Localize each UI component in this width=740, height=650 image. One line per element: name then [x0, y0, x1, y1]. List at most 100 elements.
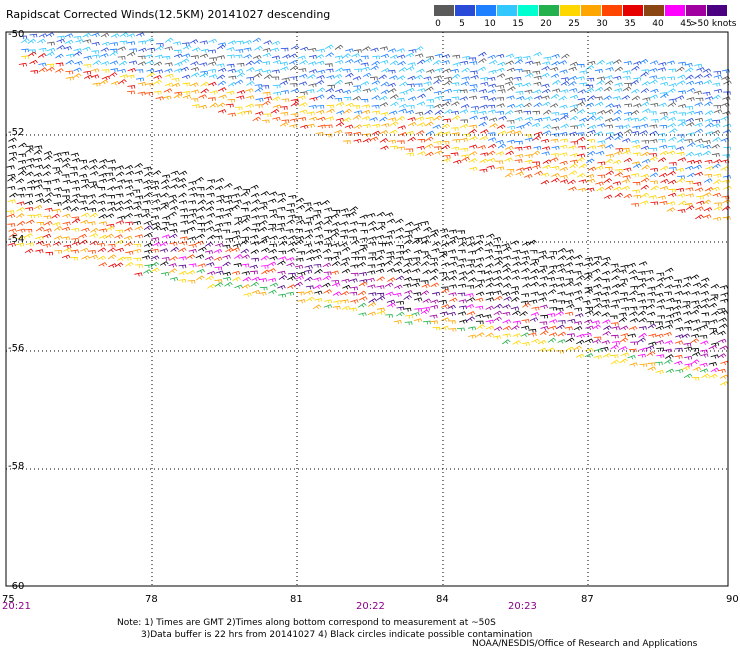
wind-barb	[100, 53, 109, 58]
wind-barb	[559, 131, 568, 137]
wind-barb	[313, 226, 323, 231]
wind-barb	[467, 250, 477, 255]
wind-barb	[397, 146, 406, 151]
wind-barb	[272, 116, 281, 122]
wind-barb	[704, 101, 713, 107]
wind-barb	[403, 276, 413, 282]
wind-barb	[7, 173, 16, 178]
wind-barb	[543, 56, 552, 61]
wind-barb	[566, 255, 575, 261]
wind-barb	[368, 292, 377, 297]
wind-barb	[271, 40, 281, 46]
wind-barb	[17, 159, 27, 165]
wind-barb	[695, 117, 704, 123]
wind-barb	[407, 136, 416, 142]
wind-barb	[396, 244, 404, 249]
wind-barb	[557, 331, 567, 337]
wind-barb	[505, 150, 515, 156]
wind-barb	[656, 305, 665, 310]
wind-barb	[546, 347, 555, 353]
legend-swatch	[686, 5, 707, 16]
wind-barb	[622, 150, 632, 155]
wind-barb	[631, 95, 641, 101]
wind-barb	[101, 75, 111, 81]
wind-barb	[551, 117, 560, 123]
wind-barb	[596, 123, 606, 128]
wind-barb	[152, 193, 161, 198]
wind-barb	[404, 239, 413, 245]
wind-barb	[80, 247, 89, 253]
wind-barb	[118, 79, 127, 85]
wind-barb	[645, 345, 655, 350]
wind-barb	[69, 172, 78, 176]
lon-label-75: 75	[2, 594, 15, 605]
wind-barb	[233, 263, 242, 267]
wind-barb	[246, 80, 255, 86]
legend-swatch	[707, 5, 728, 16]
wind-barb	[432, 241, 441, 246]
wind-barb	[441, 275, 450, 281]
wind-barb	[549, 283, 558, 288]
wind-barb	[521, 341, 530, 347]
wind-barb	[700, 340, 709, 345]
wind-barb	[524, 173, 533, 179]
wind-barb	[97, 247, 107, 253]
wind-barb	[64, 33, 74, 38]
wind-barb	[198, 104, 208, 110]
wind-barb	[695, 97, 704, 102]
wind-barb	[479, 104, 488, 109]
wind-barb	[542, 116, 551, 121]
wind-barb	[379, 137, 389, 143]
wind-barb	[278, 293, 287, 298]
wind-barb	[667, 122, 677, 128]
wind-barb	[42, 243, 51, 248]
wind-barb	[685, 80, 695, 86]
lon-label-87: 87	[581, 594, 594, 605]
wind-barb	[722, 129, 732, 134]
wind-barb	[19, 35, 27, 40]
wind-barb	[190, 55, 199, 60]
wind-barb	[530, 281, 539, 287]
wind-barb	[205, 275, 215, 281]
wind-barb	[133, 243, 142, 248]
wind-barb	[700, 353, 709, 358]
wind-barb	[413, 249, 423, 254]
wind-barb	[593, 303, 603, 309]
wind-barb	[206, 212, 216, 218]
wind-barb	[451, 146, 460, 151]
wind-barb	[424, 109, 433, 115]
wind-barb	[277, 192, 286, 198]
wind-barb	[114, 234, 123, 239]
wind-barb	[712, 119, 721, 124]
wind-barb	[350, 272, 359, 277]
wind-barb	[506, 168, 515, 173]
wind-barb	[548, 265, 557, 270]
wind-barb	[153, 90, 162, 95]
wind-barb	[132, 220, 142, 226]
wind-barb	[650, 103, 659, 107]
wind-barb	[668, 68, 677, 73]
wind-barb	[287, 203, 295, 208]
wind-barb	[367, 220, 377, 226]
wind-barb	[387, 48, 397, 53]
wind-barb	[306, 296, 315, 302]
wind-barb	[693, 90, 702, 95]
wind-barb	[541, 151, 550, 156]
wind-barb	[90, 74, 100, 79]
wind-barb	[98, 193, 108, 198]
wind-barb	[178, 183, 187, 189]
wind-barb	[531, 122, 541, 128]
wind-barb	[62, 157, 71, 163]
wind-barb	[694, 63, 703, 68]
wind-barb	[110, 42, 119, 46]
wind-barb	[402, 248, 411, 254]
wind-barb	[606, 132, 614, 136]
legend-tick-label: 15	[512, 19, 524, 29]
wind-barb	[659, 201, 668, 205]
wind-barb	[631, 88, 640, 94]
wind-barb	[123, 199, 133, 204]
wind-barb	[594, 86, 604, 92]
wind-barb	[259, 205, 268, 211]
wind-barb	[412, 226, 421, 232]
wind-barb	[124, 164, 134, 170]
